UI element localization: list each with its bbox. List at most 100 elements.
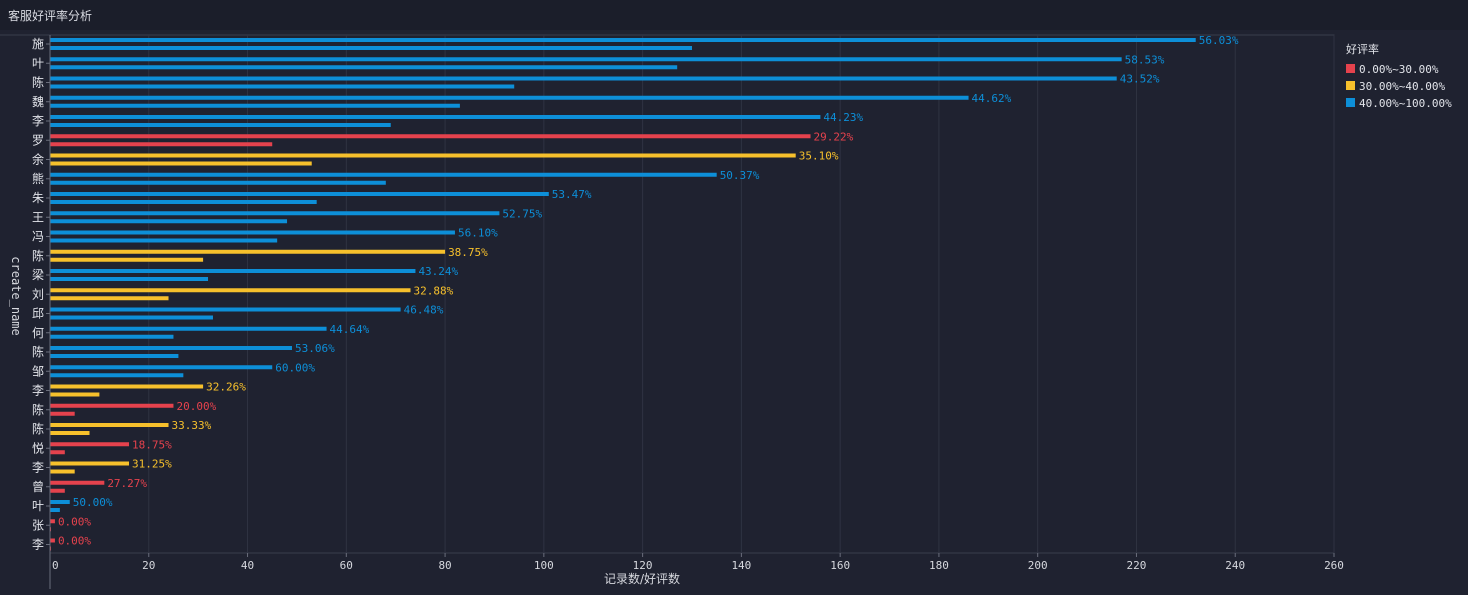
record-bar [50, 519, 55, 524]
x-tick-label: 180 [929, 559, 949, 572]
y-category-label: 王 [32, 210, 44, 224]
legend-title: 好评率 [1346, 42, 1379, 56]
rate-label: 44.62% [972, 92, 1012, 105]
y-category-label: 熊 [32, 171, 44, 186]
record-bar [50, 326, 327, 331]
positive-bar [50, 411, 75, 416]
record-bar [50, 346, 292, 350]
record-bar [50, 76, 1117, 81]
y-category-label: 邱 [32, 307, 44, 321]
y-axis-label: create_name [9, 256, 23, 335]
legend-swatch [1346, 81, 1355, 90]
rate-label: 0.00% [58, 515, 91, 528]
axes: 0 20 40 60 80 100 120 140 160 180 200 220 240 260 记录数/… [9, 35, 1344, 589]
positive-bar [50, 142, 273, 147]
y-category-label: 陈 [32, 248, 44, 263]
rate-label: 31.25% [132, 458, 172, 471]
positive-bar [50, 392, 100, 397]
y-category-label: 魏 [32, 94, 44, 109]
y-category-label: 刘 [32, 287, 44, 301]
record-bar [50, 95, 969, 100]
positive-bar [50, 334, 174, 339]
y-category-label: 冯 [32, 230, 44, 244]
y-category-label: 李 [32, 113, 44, 128]
x-tick-label: 60 [340, 559, 353, 572]
positive-bar [50, 84, 515, 89]
rate-label: 56.10% [458, 227, 498, 240]
legend-swatch [1346, 98, 1355, 107]
x-tick-label: 140 [731, 559, 751, 572]
rate-label: 33.33% [172, 419, 212, 432]
positive-bar [50, 46, 692, 50]
record-bar [50, 153, 796, 158]
rate-label: 44.64% [330, 323, 370, 336]
rate-label: 60.00% [275, 361, 315, 374]
positive-bar [50, 180, 386, 185]
x-axis-label: 记录数/好评数 [604, 571, 680, 586]
x-tick-label: 160 [830, 559, 850, 572]
page-title: 客服好评率分析 [8, 9, 93, 23]
y-category-label: 余 [32, 152, 44, 167]
record-bar [50, 115, 821, 119]
y-category-label: 陈 [32, 75, 44, 90]
rate-label: 53.47% [552, 188, 592, 201]
positive-bar [50, 315, 213, 320]
rate-label: 18.75% [132, 438, 172, 451]
y-category-label: 陈 [32, 421, 44, 436]
record-bar [50, 538, 55, 543]
record-bar [50, 423, 169, 427]
rate-label: 58.53% [1125, 53, 1165, 66]
x-tick-label: 100 [534, 559, 554, 572]
record-bar [50, 480, 105, 485]
y-category-label: 李 [32, 460, 44, 475]
x-tick-label: 260 [1324, 559, 1344, 572]
y-category-label: 梁 [32, 267, 44, 282]
positive-bar [50, 488, 65, 493]
positive-bar [50, 103, 460, 108]
positive-bar [50, 219, 288, 224]
positive-bar [50, 200, 317, 204]
title-bar [0, 0, 1468, 30]
legend-label: 30.00%~40.00% [1359, 80, 1445, 93]
x-tick-label: 200 [1028, 559, 1048, 572]
positive-bar [50, 431, 90, 435]
y-category-label: 李 [32, 383, 44, 398]
y-category-label: 陈 [32, 344, 44, 359]
positive-bar [50, 373, 184, 378]
record-bar [50, 249, 446, 254]
rate-label: 43.24% [418, 265, 458, 278]
x-tick-label: 240 [1225, 559, 1245, 572]
rate-label: 35.10% [799, 150, 839, 163]
legend-label: 40.00%~100.00% [1359, 97, 1452, 110]
record-bar [50, 384, 204, 389]
record-bar [50, 134, 811, 139]
rate-label: 32.26% [206, 381, 246, 394]
record-bar [50, 269, 416, 273]
positive-bar [50, 238, 278, 243]
grid-lines [0, 34, 1335, 554]
x-tick-label: 20 [142, 559, 155, 572]
y-category-label: 邹 [32, 364, 44, 378]
y-category-label: 曾 [32, 480, 44, 494]
x-tick-label: 80 [438, 559, 451, 572]
legend-swatch [1346, 64, 1355, 73]
record-bar [50, 172, 717, 177]
y-category-label: 朱 [32, 191, 44, 205]
x-tick-label: 0 [52, 559, 59, 572]
record-bar [50, 211, 500, 216]
y-category-label: 何 [32, 326, 44, 340]
positive-bar [50, 123, 391, 127]
rate-label: 0.00% [58, 535, 91, 548]
x-tick-label: 220 [1127, 559, 1147, 572]
rate-label: 46.48% [404, 304, 444, 317]
record-bar [50, 442, 130, 447]
plot-frame [49, 34, 1335, 554]
legend: 好评率 0.00%~30.00% 30.00%~40.00% 40.00%~100.0… [1346, 42, 1452, 110]
rate-label: 56.03% [1199, 34, 1239, 47]
record-bar [50, 403, 174, 408]
y-category-label: 李 [32, 537, 44, 552]
positive-bar [50, 469, 75, 474]
record-bar [50, 192, 549, 196]
rate-label: 53.06% [295, 342, 335, 355]
positive-bar [50, 257, 204, 262]
